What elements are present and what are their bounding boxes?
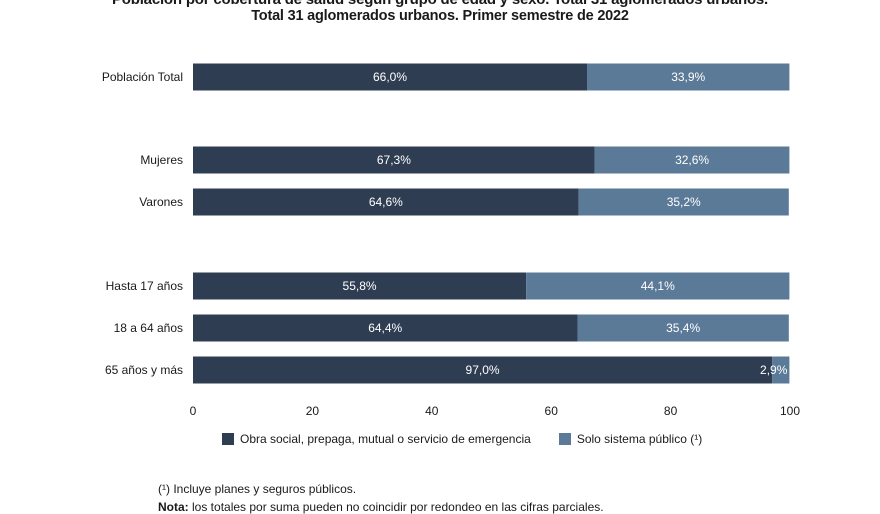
category-label: 18 a 64 años: [114, 321, 183, 335]
bar-value-label: 66,0%: [373, 70, 407, 84]
note-text: los totales por suma pueden no coincidir…: [188, 500, 604, 514]
legend-swatch-obra-social: [222, 433, 234, 445]
chart-title: Total 31 aglomerados urbanos. Primer sem…: [251, 8, 629, 24]
bar-value-label: 35,4%: [666, 321, 700, 335]
bar-value-label: 33,9%: [671, 70, 705, 84]
bar-segment: [587, 63, 790, 91]
bar-value-label: 97,0%: [466, 363, 500, 377]
bar-value-label: 32,6%: [675, 153, 709, 167]
legend-swatch-sistema-publico: [558, 433, 571, 445]
bar-segment: [577, 314, 789, 342]
bar-segment: [193, 356, 773, 384]
x-tick-label: 60: [545, 404, 559, 418]
bar-value-label: 35,2%: [667, 195, 701, 209]
category-label: 65 años y más: [105, 363, 183, 377]
x-tick-label: 80: [664, 404, 678, 418]
note: Nota: los totales por suma pueden no coi…: [158, 500, 604, 514]
bar-value-label: 44,1%: [641, 279, 675, 293]
bar-segment: [193, 272, 527, 300]
legend-label-obra-social: Obra social, prepaga, mutual o servicio …: [240, 432, 531, 446]
bar-value-label: 64,6%: [369, 195, 403, 209]
footnote: (¹) Incluye planes y seguros públicos.: [158, 482, 357, 496]
legend-item-obra-social: Obra social, prepaga, mutual o servicio …: [222, 432, 531, 446]
bar-segment: [193, 63, 588, 91]
category-label: Mujeres: [140, 153, 183, 167]
bar-value-label: 64,4%: [368, 321, 402, 335]
bar-segment: [578, 188, 789, 216]
chart-legend: Obra social, prepaga, mutual o servicio …: [222, 432, 730, 446]
bar-value-label: 67,3%: [377, 153, 411, 167]
category-label: Varones: [139, 195, 183, 209]
stacked-bar-chart: Población Total 66,0% 33,9% Mujeres 67,3% 32,…: [102, 63, 800, 418]
bar-value-label: 2,9%: [760, 363, 788, 377]
chart-title-partial: Población por cobertura de salud según g…: [0, 0, 880, 8]
x-tick-label: 100: [780, 404, 800, 418]
category-label: Hasta 17 años: [106, 279, 183, 293]
bar-segment: [193, 314, 578, 342]
bar-segment: [526, 272, 790, 300]
bar-segment: [594, 146, 790, 174]
bar-value-label: 55,8%: [343, 279, 377, 293]
category-label: Población Total: [102, 70, 183, 84]
x-tick-label: 40: [425, 404, 439, 418]
bar-segment: [193, 146, 595, 174]
x-tick-label: 20: [306, 404, 320, 418]
note-label: Nota:: [158, 500, 189, 514]
bar-segment: [193, 188, 579, 216]
bar-segment: [772, 356, 790, 384]
legend-item-sistema-publico: Solo sistema público (¹): [558, 432, 703, 446]
legend-label-sistema-publico: Solo sistema público (¹): [576, 432, 703, 446]
x-tick-label: 0: [190, 404, 197, 418]
